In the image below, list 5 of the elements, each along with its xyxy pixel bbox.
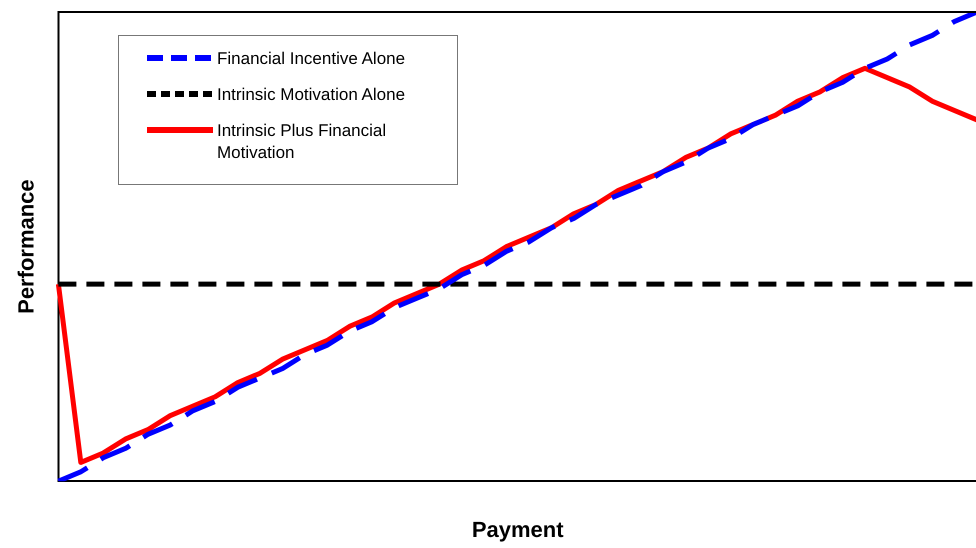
y-axis-title: Performance xyxy=(13,179,38,314)
legend-label: Financial Incentive Alone xyxy=(217,48,406,70)
x-axis-title: Payment xyxy=(472,516,564,542)
legend-label: Intrinsic Plus Financial Motivation xyxy=(217,120,388,164)
legend-label: Intrinsic Motivation Alone xyxy=(217,84,406,106)
